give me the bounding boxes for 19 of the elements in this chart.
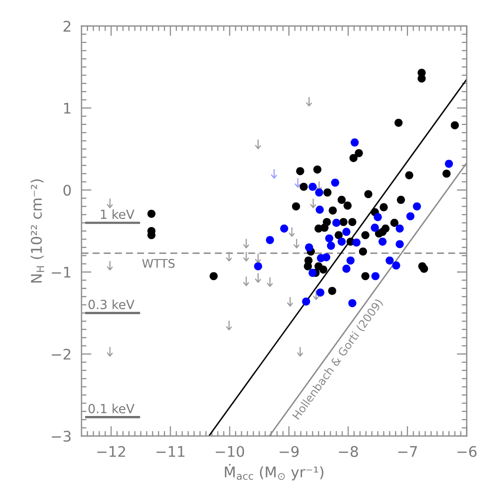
x-tick-label: −11: [156, 446, 184, 457]
x-tick-label: −12: [97, 446, 126, 457]
annotation: 0.3 keV: [88, 300, 134, 310]
annotation: 1 keV: [100, 209, 134, 220]
y-tick-label: −3: [52, 430, 71, 442]
annotation: 0.1 keV: [88, 404, 134, 414]
y-axis-title: N$_{H}$ (10²² cm⁻²): [30, 179, 44, 283]
x-tick-label: −9: [280, 446, 299, 458]
y-tick-label: −2: [52, 348, 70, 360]
x-tick-label: −10: [216, 446, 244, 458]
y-tick-label: 1: [64, 102, 70, 114]
x-axis-title: Ṁ$_{acc}$ (M$_{⊙}$ yr⁻¹): [224, 464, 324, 480]
x-tick-label: −7: [398, 446, 417, 457]
x-tick-label: −8: [338, 446, 358, 458]
ref-line-label: WTTS: [142, 258, 175, 268]
y-tick-label: 2: [64, 20, 70, 32]
y-tick-label: 0: [63, 184, 71, 196]
x-tick-label: −6: [457, 446, 477, 458]
y-tick-label: −1: [52, 266, 70, 278]
